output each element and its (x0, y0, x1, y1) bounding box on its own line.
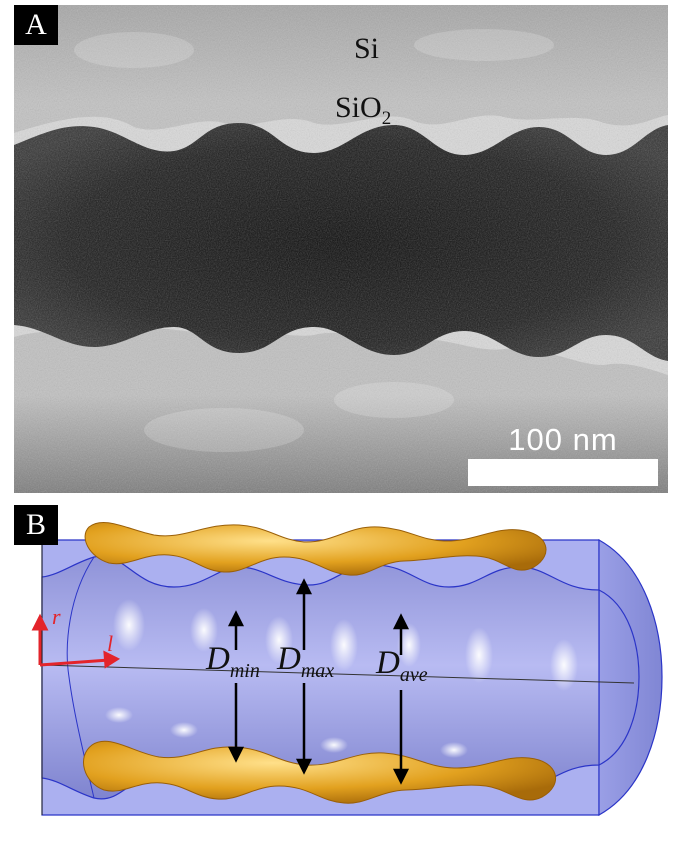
scale-bar (468, 459, 658, 486)
dimension-arrows (227, 578, 410, 785)
nanopore-schematic (31, 522, 663, 817)
scale-bar-label: 100 nm (508, 422, 618, 457)
micrograph-image (14, 5, 668, 493)
panel-a-micrograph: A Si SiO2 100 nm (14, 5, 668, 493)
d-ave-label: Dave (376, 645, 428, 686)
panel-b-schematic: B r l Dmin Dmax Dave (14, 505, 668, 848)
sio2-label: SiO2 (335, 91, 392, 129)
axis-r-label: r (52, 604, 61, 629)
top-electrode (84, 522, 547, 576)
panel-b-label: B (14, 505, 58, 545)
d-max-label: Dmax (277, 641, 335, 682)
bore-highlights (105, 599, 578, 758)
si-label: Si (354, 32, 380, 65)
axis-l-label: l (107, 631, 114, 656)
d-min-label: Dmin (206, 641, 260, 682)
panel-a-label: A (14, 5, 58, 45)
bottom-electrode (83, 740, 557, 804)
coordinate-axes (31, 613, 121, 669)
block-end-cap (598, 538, 663, 817)
